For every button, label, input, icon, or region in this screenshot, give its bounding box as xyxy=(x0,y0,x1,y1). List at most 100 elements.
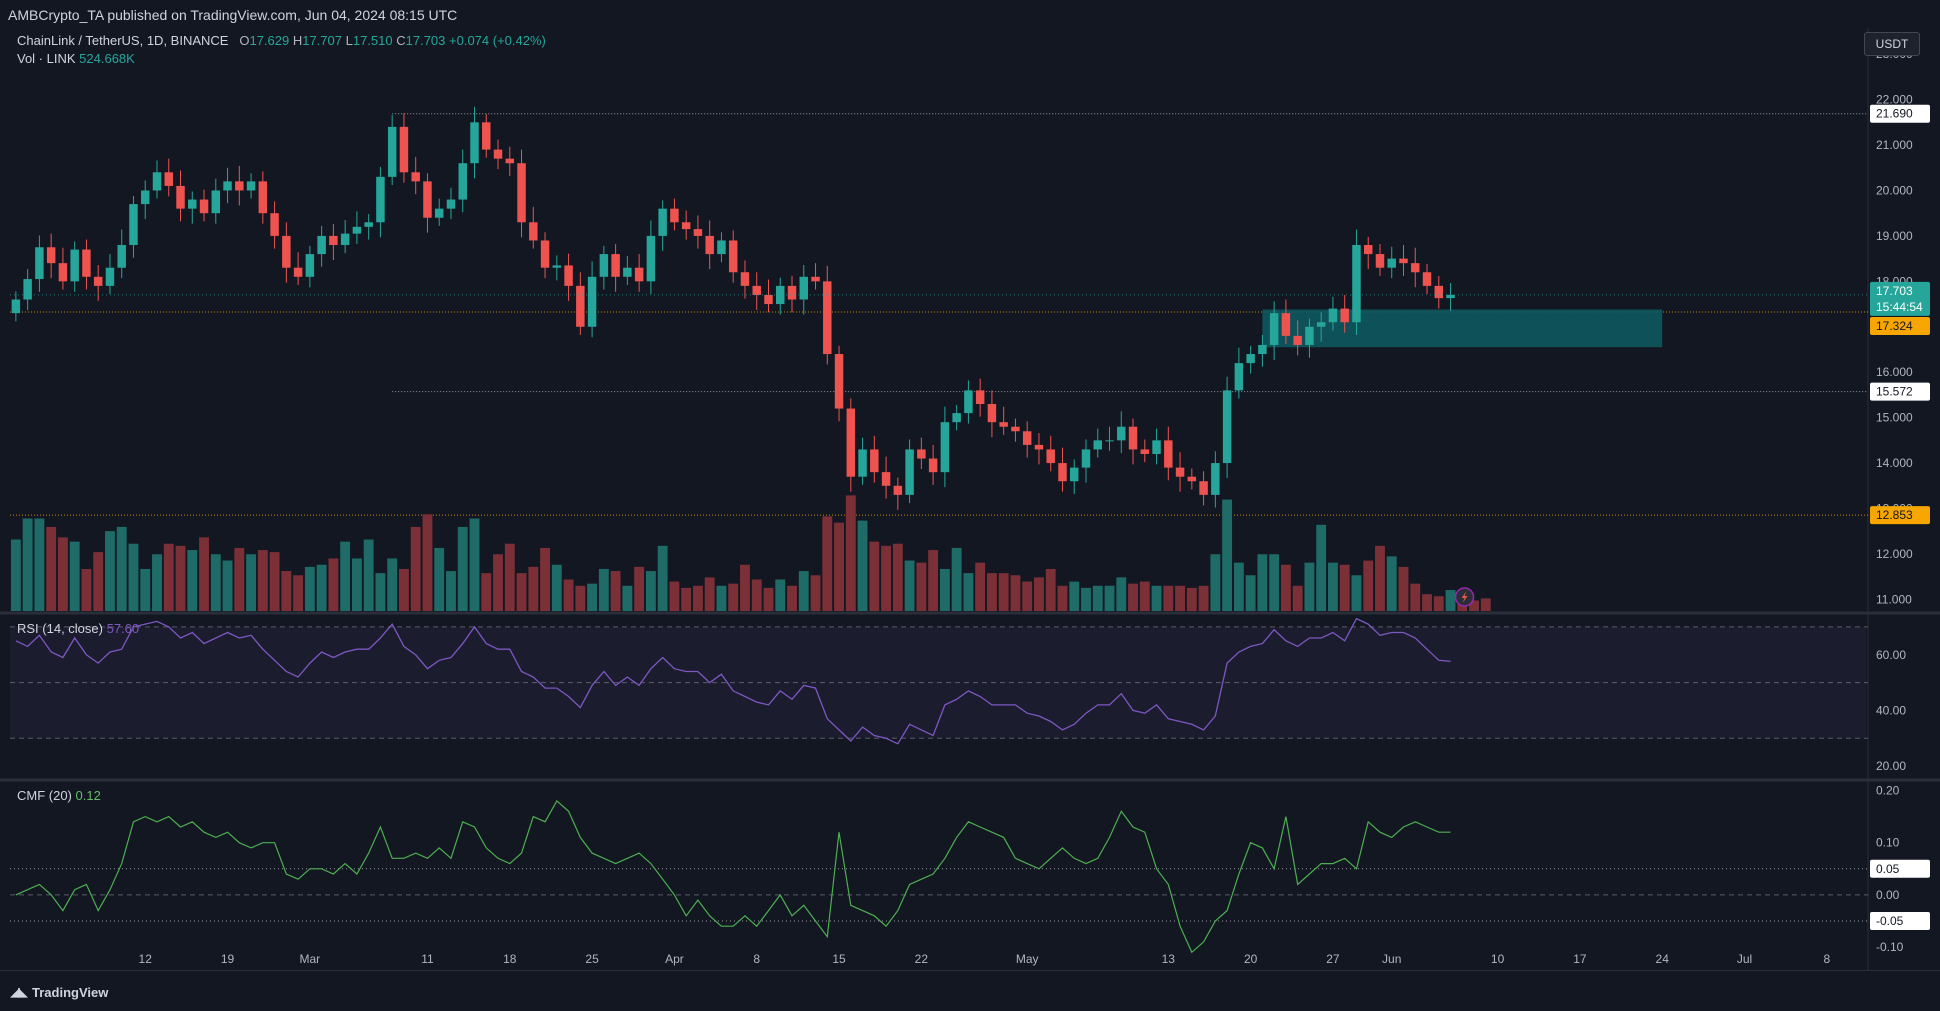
cmf-level-label: -0.05 xyxy=(1876,914,1904,928)
volume-bar xyxy=(1351,575,1362,611)
volume-bar xyxy=(975,562,986,611)
rsi-tick-label: 20.00 xyxy=(1876,759,1906,773)
time-axis-label: 27 xyxy=(1326,952,1340,966)
volume-bar xyxy=(1339,564,1350,611)
close-value: 17.703 xyxy=(405,33,446,48)
lightning-bolt-icon xyxy=(1461,591,1468,603)
volume-bar xyxy=(834,522,844,611)
candle-body xyxy=(211,190,221,214)
candle-body xyxy=(1022,431,1032,445)
candle-body xyxy=(1281,313,1291,336)
cmf-tick-label: -0.10 xyxy=(1876,940,1904,954)
cmf-tick-label: 0.20 xyxy=(1876,783,1900,797)
candle-body xyxy=(693,229,703,236)
symbol-title[interactable]: ChainLink / TetherUS, 1D, BINANCE xyxy=(17,33,229,48)
current-price-label-box xyxy=(1870,281,1930,316)
candle-body xyxy=(1328,308,1338,323)
volume-bar xyxy=(1292,585,1303,611)
volume-bar xyxy=(598,568,609,611)
time-axis-label: Apr xyxy=(665,952,684,966)
bottom-bar: ◢◣ TradingView xyxy=(0,970,1940,1011)
volume-bar xyxy=(787,585,797,611)
chart-canvas[interactable]: 23.00022.00021.00020.00019.00018.00016.0… xyxy=(0,28,1940,970)
volume-bar xyxy=(516,573,527,611)
volume-bar xyxy=(481,573,492,611)
volume-bar xyxy=(1045,568,1056,611)
volume-value: 524.668K xyxy=(79,51,135,66)
time-axis-label: 25 xyxy=(585,952,599,966)
volume-bar xyxy=(575,585,586,611)
candle-body xyxy=(364,222,373,227)
candle-body xyxy=(975,390,985,405)
candle-body xyxy=(1387,258,1396,268)
volume-bar xyxy=(210,554,221,611)
rsi-legend: RSI (14, close) 57.60 xyxy=(17,621,139,636)
candle-body xyxy=(940,422,950,473)
candle-body xyxy=(999,422,1008,427)
volume-bar xyxy=(1163,585,1174,611)
candle-body xyxy=(599,254,609,277)
volume-bar xyxy=(1198,585,1209,611)
candle-body xyxy=(317,235,326,255)
volume-bar xyxy=(645,571,656,611)
candle-body xyxy=(952,413,961,423)
demand-zone xyxy=(1262,309,1663,348)
candle-body xyxy=(564,265,573,286)
candle-body xyxy=(1070,467,1079,482)
volume-bar xyxy=(963,573,974,611)
candle-body xyxy=(1222,390,1232,464)
chart-frame[interactable]: 23.00022.00021.00020.00019.00018.00016.0… xyxy=(0,28,1940,970)
candle-body xyxy=(58,263,68,282)
candle-body xyxy=(1140,449,1150,454)
candle-body xyxy=(611,254,620,277)
volume-bar xyxy=(1422,594,1432,611)
price-tick-label: 11.000 xyxy=(1876,592,1912,606)
volume-bar xyxy=(763,587,774,611)
candle-body xyxy=(670,208,679,223)
volume-bar xyxy=(669,581,680,611)
candle-body xyxy=(1187,476,1197,482)
top-bar: AMBCrypto_TA published on TradingView.co… xyxy=(0,0,1940,29)
candle-body xyxy=(1363,244,1373,255)
candle-body xyxy=(23,279,32,300)
volume-bar xyxy=(1398,566,1409,611)
candle-body xyxy=(1128,426,1138,450)
volume-bar xyxy=(998,573,1009,611)
time-axis-label: Mar xyxy=(300,952,321,966)
volume-bar xyxy=(257,550,268,611)
candle-body xyxy=(282,235,291,268)
candle-body xyxy=(1011,426,1020,432)
volume-label[interactable]: Vol · LINK xyxy=(17,51,76,66)
volume-bar xyxy=(634,566,645,611)
tradingview-logo[interactable]: ◢◣ TradingView xyxy=(10,984,108,1000)
candle-body xyxy=(787,285,797,300)
volume-bar xyxy=(128,543,139,611)
candle-body xyxy=(1175,467,1185,477)
low-label: L xyxy=(345,33,353,48)
volume-bar xyxy=(1257,554,1268,611)
volume-bar xyxy=(504,543,515,611)
candle-body xyxy=(1058,463,1067,482)
volume-bar xyxy=(1363,560,1374,611)
candle-body xyxy=(493,149,503,159)
volume-bar xyxy=(916,562,927,611)
candle-body xyxy=(376,176,385,223)
open-value: 17.629 xyxy=(249,33,290,48)
volume-bar xyxy=(57,537,68,611)
time-axis-label: 8 xyxy=(753,952,760,966)
volume-bar xyxy=(857,520,868,611)
volume-bar xyxy=(622,585,633,611)
candle-body xyxy=(1422,272,1432,286)
candle-body xyxy=(235,181,244,191)
volume-bar xyxy=(387,558,398,611)
rsi-label[interactable]: RSI (14, close) xyxy=(17,621,103,636)
cmf-tick-label: 0.10 xyxy=(1876,836,1900,850)
cmf-value: 0.12 xyxy=(75,788,101,803)
currency-button[interactable]: USDT xyxy=(1864,32,1920,56)
time-axis-label: 13 xyxy=(1162,952,1176,966)
level-price-label: 17.324 xyxy=(1876,319,1913,333)
volume-bar xyxy=(881,545,892,611)
candle-body xyxy=(1399,258,1408,264)
cmf-label[interactable]: CMF (20) xyxy=(17,788,72,803)
